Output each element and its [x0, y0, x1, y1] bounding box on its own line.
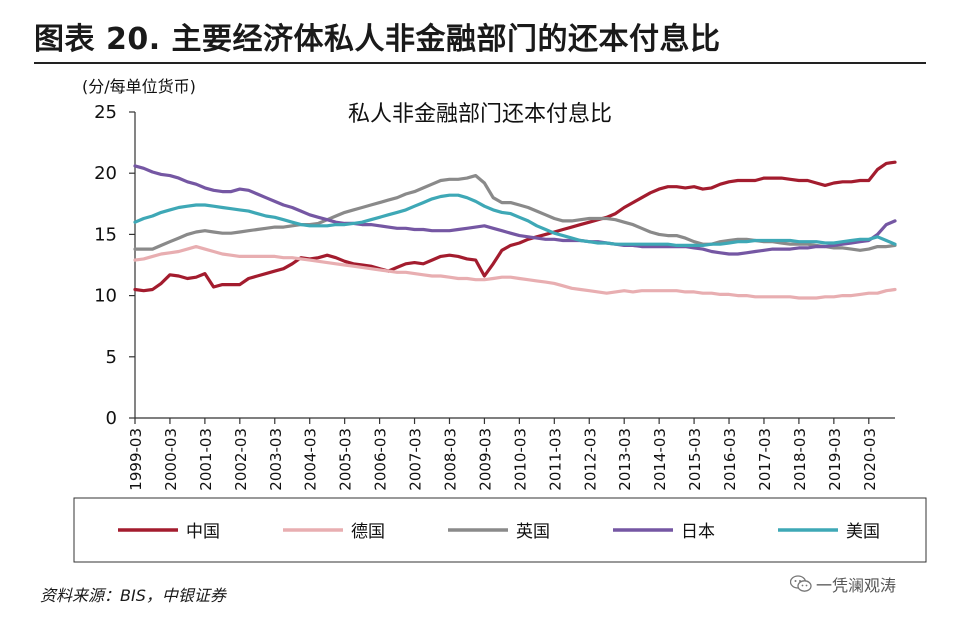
x-tick-label: 2018-03 — [791, 428, 809, 491]
series-lines — [133, 160, 897, 300]
y-tick-label: 10 — [94, 286, 117, 307]
series-line-japan — [133, 164, 897, 256]
x-tick-label: 2007-03 — [407, 428, 425, 491]
x-tick-label: 2014-03 — [651, 428, 669, 491]
x-tick-label: 2019-03 — [826, 428, 844, 491]
x-tick-label: 1999-03 — [127, 428, 145, 491]
x-tick-label: 2004-03 — [302, 428, 320, 491]
x-tick-label: 2003-03 — [267, 428, 285, 491]
x-tick-label: 2010-03 — [511, 428, 529, 491]
series-line-us — [133, 193, 897, 247]
x-tick-label: 2001-03 — [197, 428, 215, 491]
wechat-icon — [790, 575, 812, 592]
legend-label-japan: 日本 — [681, 522, 715, 542]
y-axis: 0 5 10 15 20 25 — [94, 102, 136, 429]
legend-label-us: 美国 — [846, 522, 880, 542]
x-tick-label: 2016-03 — [721, 428, 739, 491]
figure-title: 图表 20. 主要经济体私人非金融部门的还本付息比 — [34, 22, 721, 57]
title-divider — [34, 62, 926, 64]
x-tick-label: 2017-03 — [756, 428, 774, 491]
line-chart: 私人非金融部门还本付息比 (分/每单位货币) 0 5 10 15 20 25 1999-0… — [73, 77, 927, 563]
chart-title: 私人非金融部门还本付息比 — [348, 102, 612, 127]
x-tick-label: 2011-03 — [546, 428, 564, 491]
x-tick-label: 2012-03 — [581, 428, 599, 491]
y-tick-label: 25 — [94, 102, 117, 123]
x-tick-label: 2020-03 — [861, 428, 879, 491]
y-tick-label: 20 — [94, 163, 117, 184]
source-note: 资料来源：BIS，中银证券 — [40, 586, 226, 605]
legend: 中国 德国 英国 日本 美国 — [118, 522, 880, 542]
x-tick-label: 2009-03 — [476, 428, 494, 491]
x-axis: 1999-03 2000-03 2001-03 2002-03 2003-03 2004-… — [127, 417, 895, 491]
legend-label-germany: 德国 — [351, 522, 385, 542]
legend-label-uk: 英国 — [516, 522, 550, 542]
x-tick-label: 2013-03 — [616, 428, 634, 491]
series-line-china — [133, 160, 897, 293]
x-tick-label: 2008-03 — [441, 428, 459, 491]
x-tick-label: 2005-03 — [337, 428, 355, 491]
legend-label-china: 中国 — [186, 522, 220, 542]
x-tick-label: 2015-03 — [686, 428, 704, 491]
legend-box — [73, 497, 927, 563]
watermark: 一凭澜观涛 — [790, 572, 896, 596]
watermark-text: 一凭澜观涛 — [816, 576, 897, 595]
x-tick-label: 2002-03 — [232, 428, 250, 491]
y-tick-label: 5 — [106, 347, 117, 368]
series-line-germany — [133, 245, 897, 300]
x-tick-label: 2000-03 — [162, 428, 180, 491]
y-axis-label: (分/每单位货币) — [82, 77, 196, 96]
y-tick-label: 15 — [94, 224, 117, 245]
y-tick-label: 0 — [106, 408, 117, 429]
x-tick-label: 2006-03 — [372, 428, 390, 491]
